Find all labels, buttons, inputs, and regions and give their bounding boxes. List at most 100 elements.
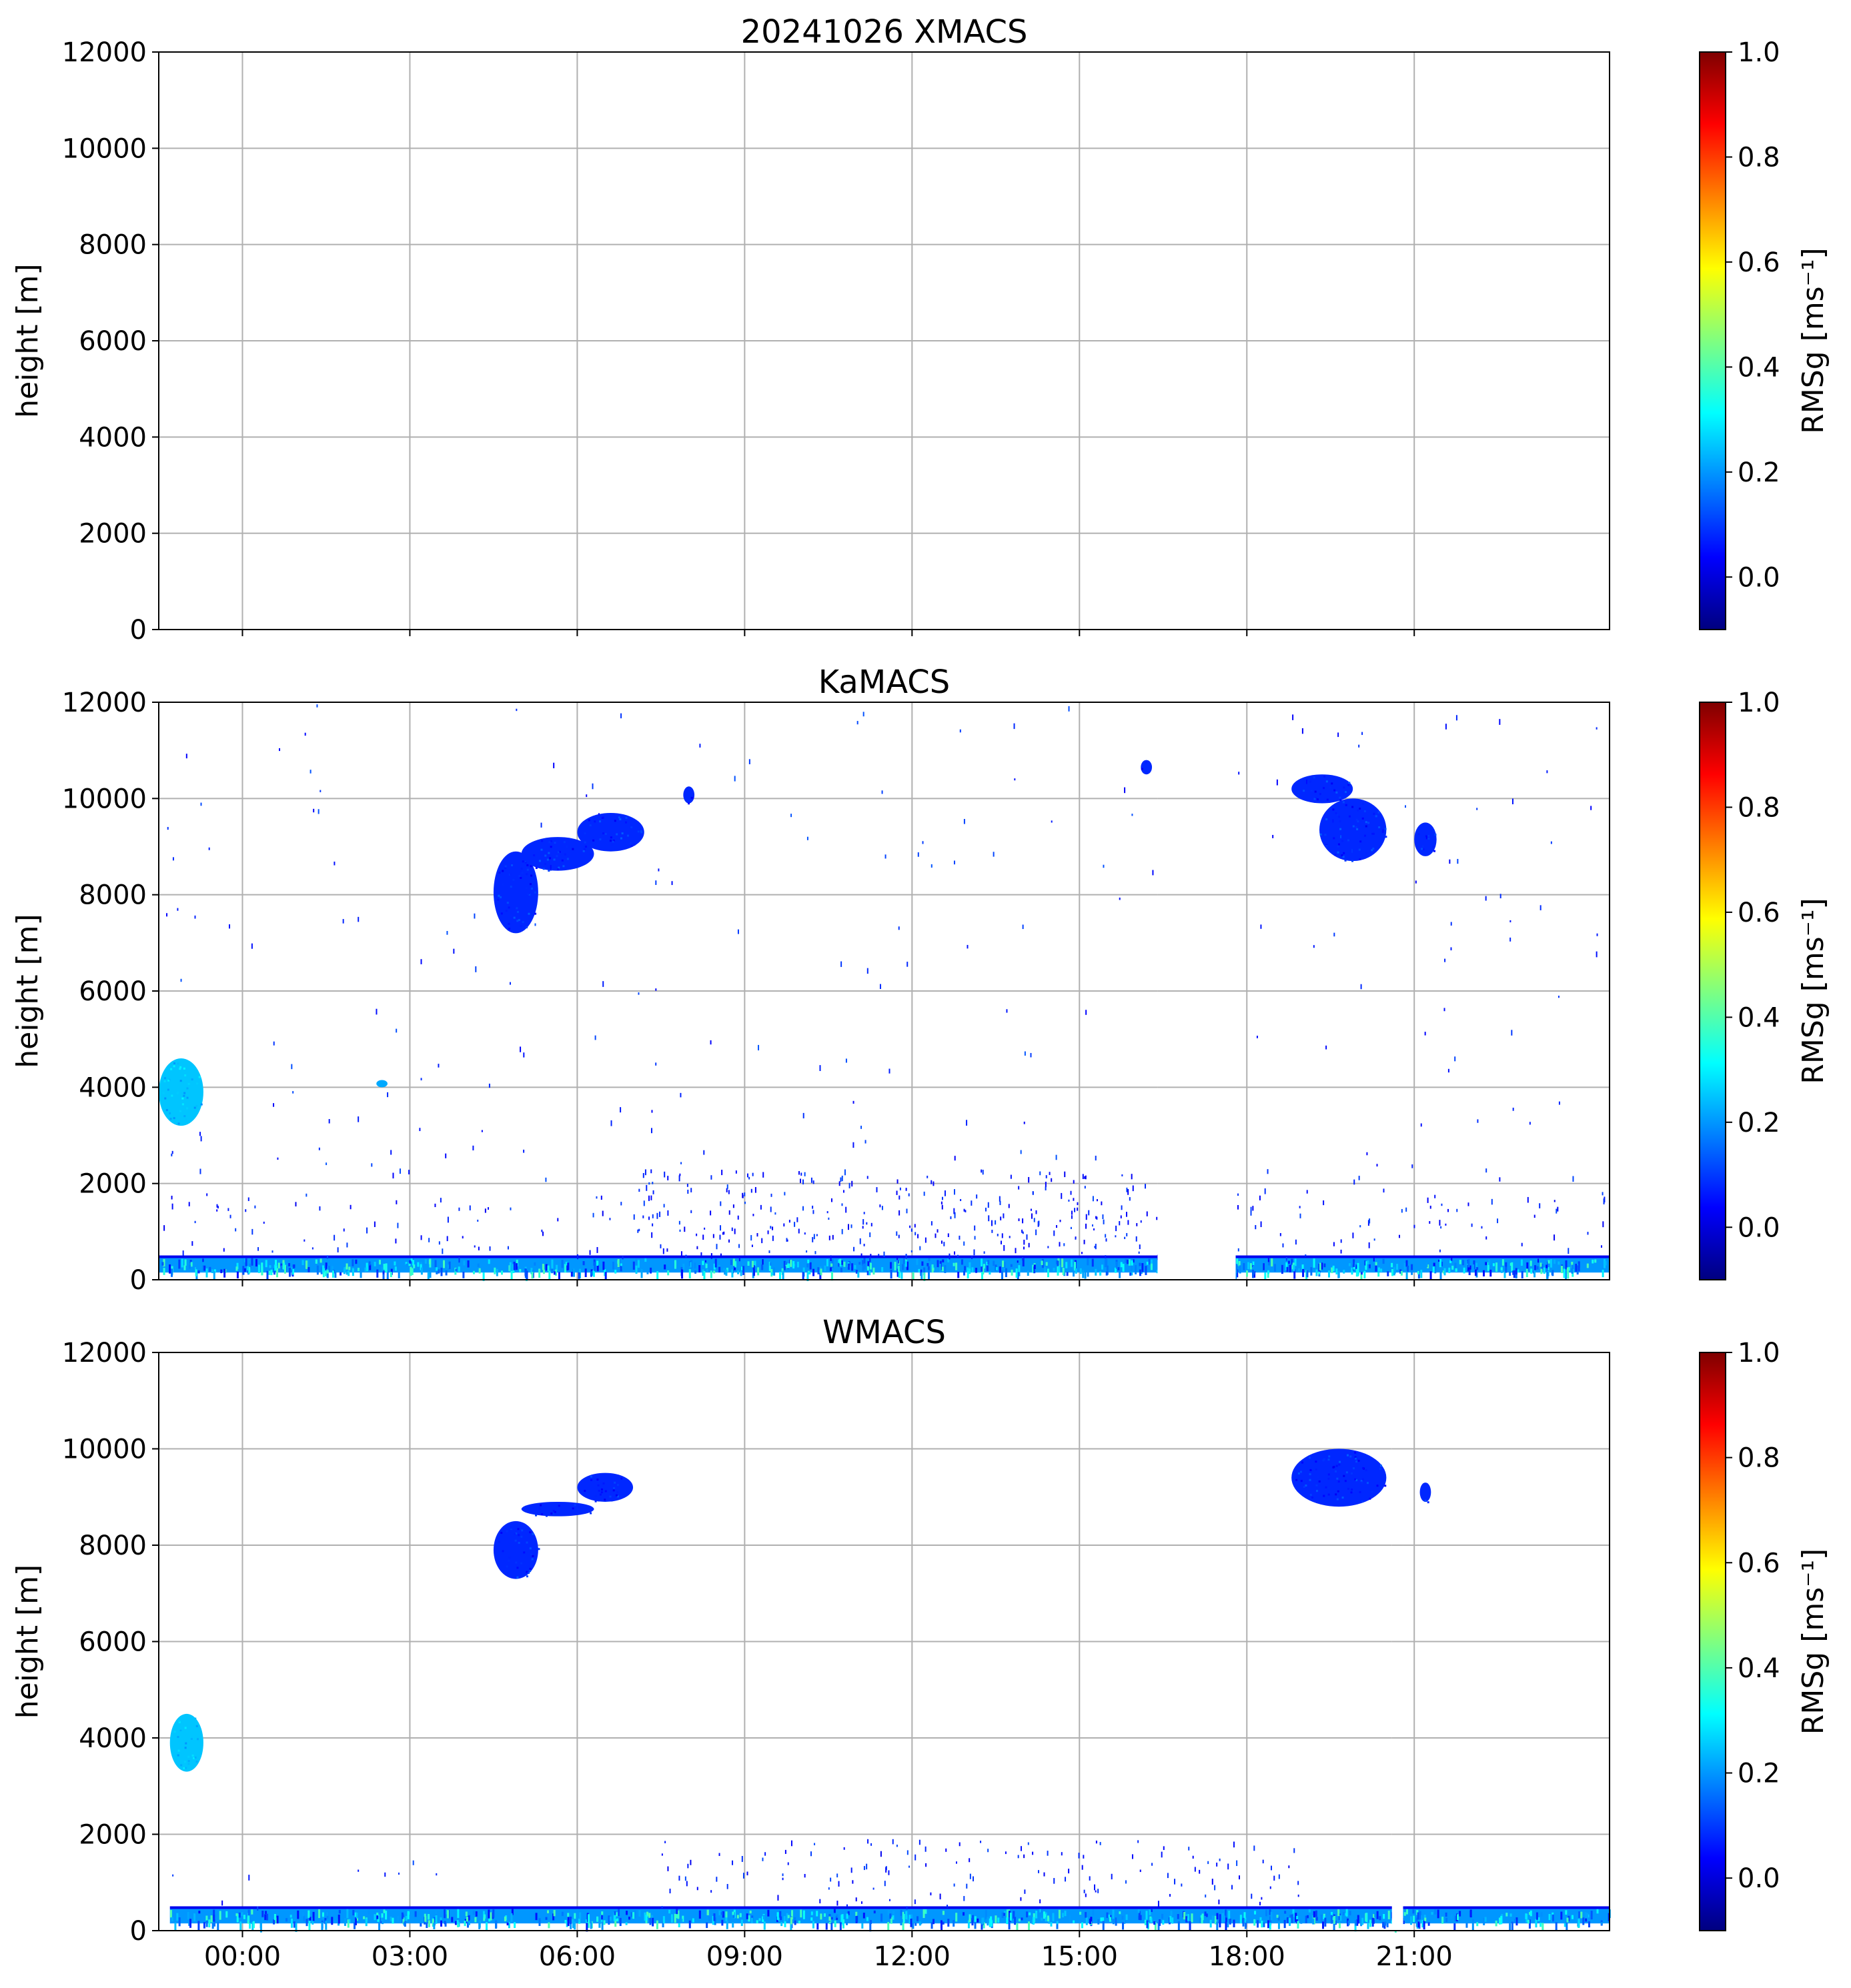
surface-pixel bbox=[1003, 1262, 1006, 1268]
cloud-pixel bbox=[529, 883, 532, 886]
surface-pixel bbox=[1529, 1260, 1532, 1266]
cloud-pixel bbox=[1427, 834, 1430, 837]
surface-pixel bbox=[1239, 1915, 1242, 1924]
echo-pixel bbox=[1039, 1899, 1041, 1904]
cloud-pixel bbox=[1297, 794, 1299, 797]
surface-pixel bbox=[275, 1265, 277, 1270]
surface-pixel bbox=[1560, 1911, 1563, 1920]
echo-pixel bbox=[686, 1881, 688, 1887]
echo-pixel bbox=[1264, 1188, 1266, 1194]
echo-pixel bbox=[1126, 1232, 1128, 1236]
echo-pixel bbox=[1028, 1242, 1030, 1248]
surface-pixel bbox=[916, 1916, 919, 1922]
surface-pixel bbox=[866, 1917, 868, 1921]
echo-pixel bbox=[669, 1889, 671, 1894]
surface-pixel bbox=[1117, 1912, 1119, 1922]
surface-pixel bbox=[178, 1917, 181, 1927]
surface-pixel bbox=[1546, 1261, 1548, 1268]
echo-pixel bbox=[1018, 1218, 1020, 1222]
surface-pixel bbox=[565, 1262, 568, 1266]
surface-pixel bbox=[495, 1920, 498, 1929]
surface-pixel bbox=[1365, 1261, 1367, 1270]
echo-pixel bbox=[742, 1873, 744, 1879]
surface-pixel bbox=[1376, 1911, 1379, 1919]
surface-pixel bbox=[515, 1263, 518, 1270]
echo-pixel bbox=[870, 1254, 872, 1258]
surface-pixel bbox=[1363, 1270, 1366, 1278]
cloud-pixel bbox=[604, 1490, 607, 1493]
echo-pixel bbox=[1095, 1840, 1097, 1844]
echo-pixel bbox=[343, 1228, 345, 1232]
cloud-pixel bbox=[590, 1475, 593, 1478]
echo-pixel bbox=[1146, 1211, 1148, 1216]
echo-pixel bbox=[453, 948, 455, 954]
surface-pixel bbox=[703, 1270, 706, 1279]
surface-pixel bbox=[1315, 1269, 1318, 1276]
surface-pixel bbox=[706, 1922, 708, 1929]
surface-pixel bbox=[566, 1920, 568, 1927]
echo-pixel bbox=[850, 1867, 852, 1873]
cloud-pixel bbox=[1355, 1478, 1358, 1481]
surface-pixel bbox=[1264, 1272, 1267, 1280]
echo-pixel bbox=[1023, 1246, 1025, 1250]
echo-pixel bbox=[919, 1246, 921, 1250]
echo-pixel bbox=[869, 1256, 871, 1262]
echo-pixel bbox=[866, 968, 868, 974]
surface-pixel bbox=[674, 1913, 676, 1923]
surface-pixel bbox=[482, 1272, 485, 1281]
surface-pixel bbox=[720, 1912, 723, 1915]
echo-pixel bbox=[888, 1899, 890, 1901]
surface-pixel bbox=[862, 1913, 865, 1919]
echo-pixel bbox=[655, 880, 657, 885]
surface-pixel bbox=[995, 1915, 997, 1923]
surface-pixel bbox=[608, 1915, 610, 1925]
echo-pixel bbox=[638, 992, 640, 995]
surface-pixel bbox=[1383, 1913, 1385, 1919]
echo-pixel bbox=[1045, 1175, 1047, 1178]
surface-pixel bbox=[467, 1916, 470, 1921]
surface-pixel bbox=[413, 1264, 416, 1268]
surface-pixel bbox=[806, 1263, 809, 1268]
surface-pixel bbox=[1293, 1264, 1295, 1272]
surface-pixel bbox=[347, 1919, 350, 1928]
surface-pixel bbox=[1323, 1263, 1326, 1268]
echo-pixel bbox=[941, 1196, 943, 1200]
surface-pixel bbox=[1311, 1915, 1314, 1919]
surface-pixel bbox=[1008, 1911, 1011, 1918]
cloud-pixel bbox=[582, 850, 585, 852]
surface-pixel bbox=[1434, 1265, 1437, 1274]
surface-pixel bbox=[236, 1271, 239, 1278]
cloud-pixel bbox=[381, 1080, 384, 1082]
surface-pixel bbox=[1483, 1270, 1485, 1276]
echo-pixel bbox=[651, 1232, 653, 1238]
echo-pixel bbox=[371, 1163, 373, 1167]
surface-pixel bbox=[1131, 1270, 1133, 1276]
cloud-pixel bbox=[1335, 1470, 1337, 1472]
echo-pixel bbox=[398, 1872, 400, 1875]
surface-pixel bbox=[1066, 1272, 1069, 1276]
echo-pixel bbox=[742, 1192, 744, 1198]
surface-pixel bbox=[1293, 1269, 1296, 1279]
cloud-pixel bbox=[637, 830, 640, 833]
surface-pixel bbox=[223, 1268, 226, 1278]
echo-pixel bbox=[1038, 1220, 1040, 1226]
echo-pixel bbox=[830, 1877, 832, 1882]
echo-pixel bbox=[1558, 1101, 1560, 1105]
surface-pixel bbox=[243, 1915, 245, 1919]
surface-pixel bbox=[644, 1912, 646, 1921]
echo-pixel bbox=[728, 1239, 730, 1243]
echo-pixel bbox=[1252, 1206, 1254, 1211]
surface-pixel bbox=[1276, 1915, 1279, 1918]
surface-pixel bbox=[787, 1915, 790, 1919]
cloud-pixel bbox=[596, 1478, 599, 1481]
echo-pixel bbox=[1001, 1233, 1003, 1238]
surface-pixel bbox=[1081, 1922, 1083, 1929]
surface-pixel bbox=[405, 1915, 408, 1921]
echo-pixel bbox=[1272, 834, 1274, 838]
cloud-pixel bbox=[558, 1505, 560, 1507]
colorbar-tick-label: 0.8 bbox=[1738, 1443, 1780, 1474]
echo-pixel bbox=[710, 1175, 712, 1180]
surface-pixel bbox=[394, 1266, 397, 1271]
echo-pixel bbox=[1429, 1205, 1431, 1209]
